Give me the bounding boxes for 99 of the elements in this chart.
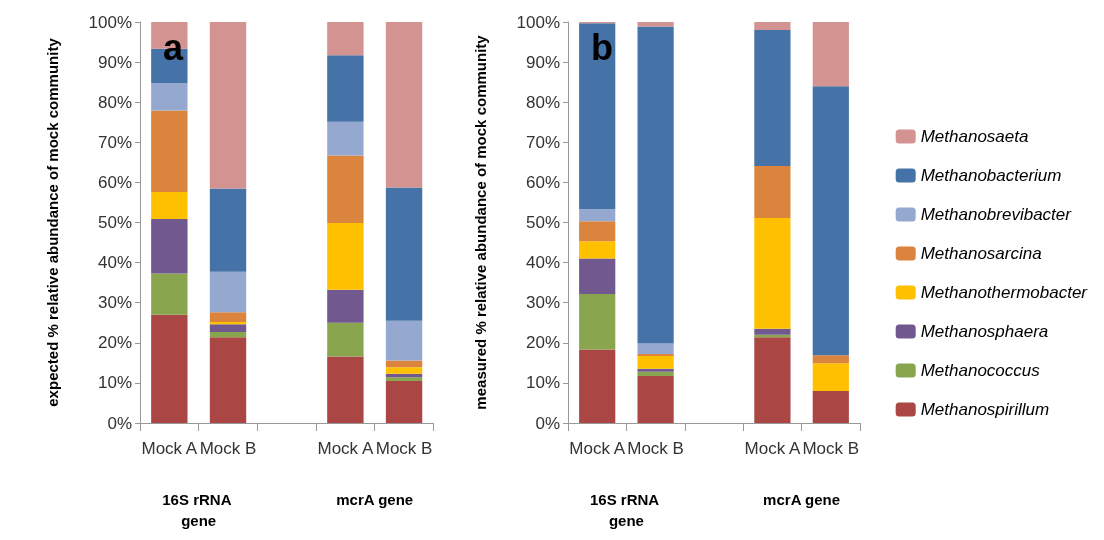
bar [579,23,616,210]
bar [754,337,791,423]
bar [327,121,364,156]
bar [327,289,364,323]
bar [209,337,247,423]
y-tick-label: 80% [97,92,132,112]
y-tick-label: 40% [525,253,560,273]
x-tick-label: Mock A [569,438,626,458]
bar [754,218,791,329]
bar [579,221,616,242]
legend-label: Methanothermobacter [920,283,1089,302]
bar [637,26,674,344]
y-tick-label: 40% [97,253,132,273]
y-tick-label: 0% [535,413,560,433]
bar [385,22,423,188]
legend-label: Methanosaeta [920,127,1029,146]
bar [812,355,849,364]
bar [385,320,423,361]
bar [209,324,247,332]
legend-label: Methanobacterium [920,166,1062,185]
y-tick-label: 100% [88,12,132,32]
y-tick-label: 30% [97,293,132,313]
bar [637,356,674,369]
legend-label: Methanospirillum [920,400,1050,419]
bar [151,314,188,423]
bar [754,165,791,219]
y-tick-label: 50% [525,213,560,232]
y-axis-title: measured % relative abundance of mock community [471,34,489,410]
legend-label: Methanobrevibacter [920,205,1073,224]
bar [151,192,188,219]
y-tick-label: 90% [97,52,132,72]
bar [151,218,188,274]
bar [812,22,849,87]
bar [327,55,364,122]
y-tick-label: 70% [97,132,132,152]
bar [327,356,364,423]
y-tick-label: 70% [525,132,560,152]
y-tick-label: 90% [525,52,560,72]
bar [812,363,849,391]
bar [579,293,616,350]
legend-label: Methanococcus [920,361,1041,380]
y-tick-label: 20% [97,333,132,353]
bar [637,368,674,372]
bar [812,86,849,356]
x-tick-label: Mock A [744,438,801,458]
bar [209,188,247,272]
y-tick-label: 50% [97,213,132,232]
bar [209,22,247,189]
bar [209,312,247,322]
x-tick-label: Mock A [141,438,198,458]
bar [151,83,188,111]
y-tick-label: 10% [525,373,560,393]
y-tick-label: 0% [107,413,132,433]
bar [209,271,247,313]
y-tick-label: 20% [525,333,560,353]
x-tick-label: Mock B [199,438,257,458]
bar [637,371,674,377]
x-tick-label: Mock B [627,438,684,458]
chart-title: b [591,26,613,68]
y-tick-label: 60% [97,172,132,192]
bar [327,155,364,223]
bar [579,258,616,294]
x-tick-label: Mock B [375,438,433,458]
bar [209,331,247,338]
bar [385,367,423,374]
bar [385,360,423,368]
bar [812,390,849,423]
text: mcrA gene [336,491,414,508]
bar [327,22,364,56]
bar [327,322,364,357]
bar [385,380,423,423]
bar [151,110,188,193]
y-tick-label: 80% [525,92,560,112]
bar [327,222,364,290]
bar [637,22,674,27]
y-axis-title: expected % relative abundance of mock community [43,37,61,407]
bar [637,376,674,423]
bar [637,354,674,357]
bar [754,328,791,335]
text: mcrA gene [763,491,841,508]
legend-label: Methanosphaera [920,322,1049,341]
bar [579,241,616,259]
bar [385,187,423,321]
text: 16S rRNA gene [162,491,236,529]
y-tick-label: 10% [97,373,132,393]
legend-label: Methanosarcina [920,244,1042,263]
bar [754,30,791,166]
text: 16S rRNA gene [589,491,663,529]
x-tick-label: Mock B [802,438,860,458]
bar [579,209,616,222]
bar [754,22,791,31]
y-tick-label: 100% [516,12,560,32]
bar [151,273,188,315]
y-tick-label: 60% [525,172,560,192]
bar [579,349,616,423]
y-tick-label: 30% [525,293,560,313]
bar [385,377,423,381]
bar [637,343,674,355]
x-tick-label: Mock A [317,438,374,458]
